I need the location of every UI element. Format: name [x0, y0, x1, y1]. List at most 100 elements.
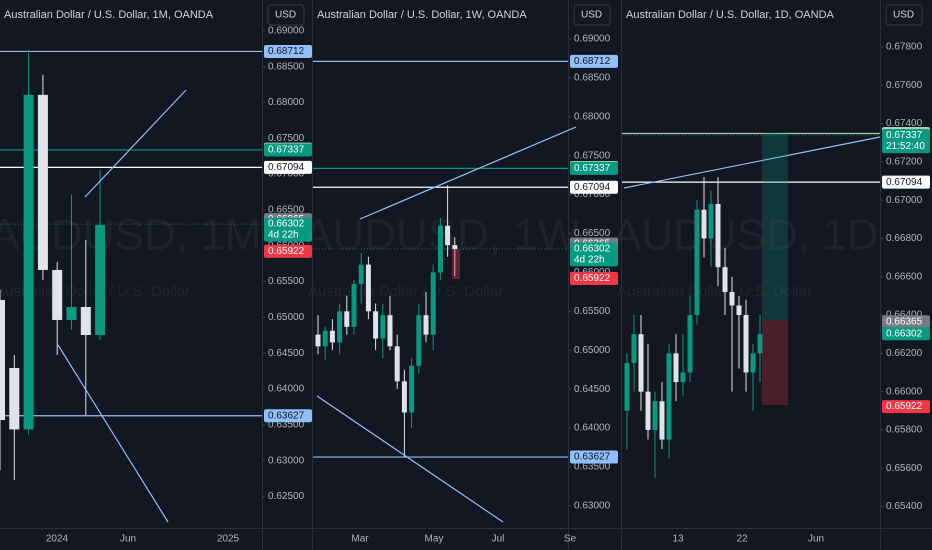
- candle-body: [452, 245, 458, 250]
- candle-body: [645, 391, 651, 430]
- price-tag-label: 0.66302: [886, 328, 923, 339]
- position-tool: [452, 133, 788, 405]
- countdown: 4d 22h: [574, 255, 605, 266]
- candle-body: [373, 311, 379, 339]
- candle-body: [638, 334, 644, 392]
- price-tag-label: 0.68712: [268, 46, 305, 57]
- candle-body: [401, 381, 407, 413]
- loss-zone: [762, 320, 788, 405]
- y-tick-label: 0.67800: [886, 42, 923, 53]
- x-tick-label: Se: [564, 534, 577, 545]
- y-tick-label: 0.69000: [574, 34, 611, 45]
- price-tag-label: 0.68712: [574, 56, 611, 67]
- candle-body: [652, 401, 658, 430]
- candle-body: [329, 330, 335, 343]
- y-tick-label: 0.65000: [574, 345, 611, 356]
- candle-body: [416, 315, 422, 366]
- candle-body: [0, 299, 5, 421]
- countdown: 21:52:40: [886, 141, 925, 152]
- currency-button[interactable]: [885, 4, 923, 26]
- y-tick-label: 0.65800: [886, 425, 923, 436]
- y-tick-label: 0.68500: [268, 61, 305, 72]
- x-tick-label: Jun: [808, 534, 824, 545]
- trend-line: [316, 395, 504, 523]
- x-tick-label: 2025: [217, 534, 240, 545]
- watermark-sub: Australian Dollar / U.S. Dollar: [308, 283, 503, 300]
- candle-body: [437, 225, 443, 273]
- y-tick-label: 0.62500: [268, 491, 305, 502]
- candle-body: [344, 311, 350, 327]
- y-tick-label: 0.67000: [574, 189, 611, 200]
- x-tick-label: Mar: [351, 534, 369, 545]
- candle-body: [701, 209, 707, 239]
- price-tag: [882, 129, 930, 154]
- candle-body: [52, 269, 63, 320]
- candle-body: [409, 365, 415, 413]
- y-tick-label: 0.67000: [268, 169, 305, 180]
- y-tick-label: 0.63000: [574, 500, 611, 511]
- price-tag-label: 0.67094: [268, 162, 305, 173]
- price-tag: [882, 175, 930, 189]
- y-tick-label: 0.63500: [268, 419, 305, 430]
- watermark-sub: Australian Dollar / U.S. Dollar: [617, 283, 812, 300]
- currency: USD: [893, 10, 914, 21]
- x-tick-label: Jul: [492, 534, 505, 545]
- candle-body: [729, 292, 735, 306]
- y-tick-label: 0.67200: [886, 156, 923, 167]
- y-tick-label: 0.64500: [268, 348, 305, 359]
- y-tick-label: 0.67400: [886, 118, 923, 129]
- price-tag: [264, 244, 312, 258]
- candle-body: [337, 311, 343, 343]
- currency-button[interactable]: [573, 4, 611, 26]
- candle-body: [358, 264, 364, 285]
- trend-line: [84, 89, 187, 198]
- y-tick-label: 0.66500: [574, 228, 611, 239]
- candle-body: [445, 225, 451, 246]
- currency-button[interactable]: [267, 4, 305, 26]
- y-tick-label: 0.66400: [886, 310, 923, 321]
- drawings: [57, 89, 881, 523]
- price-tag: [570, 161, 618, 175]
- candle-body: [673, 353, 679, 383]
- candle-body: [624, 362, 630, 411]
- candle-body: [736, 305, 742, 316]
- x-tick-label: May: [425, 534, 444, 545]
- candle-body: [387, 315, 393, 347]
- price-tag-label: 0.67337: [886, 130, 923, 141]
- watermark: AUDUSD, 1D: [612, 211, 879, 260]
- y-tick-label: 0.68500: [574, 73, 611, 84]
- price-tag-label: 0.65922: [574, 273, 611, 284]
- candle-body: [631, 334, 637, 363]
- y-tick-label: 0.65400: [886, 501, 923, 512]
- y-tick-label: 0.66500: [268, 205, 305, 216]
- candle-body: [315, 334, 321, 347]
- y-tick-label: 0.67500: [268, 133, 305, 144]
- candle-body: [722, 267, 728, 293]
- price-tag-label: 0.63627: [268, 410, 305, 421]
- y-tick-label: 0.67600: [886, 80, 923, 91]
- candle-body: [9, 368, 20, 430]
- candle-body: [23, 94, 34, 430]
- price-tag-label: 0.66302: [268, 219, 305, 230]
- chart-title: Australian Dollar / U.S. Dollar, 1D, OAN…: [626, 9, 835, 21]
- candle-body: [680, 372, 686, 383]
- y-tick-label: 0.67000: [886, 195, 923, 206]
- loss-zone: [452, 249, 460, 279]
- price-tag-label: 0.67094: [574, 182, 611, 193]
- price-tag: [264, 160, 312, 174]
- x-tick-label: 13: [672, 534, 684, 545]
- price-tag: [570, 54, 618, 68]
- price-tag: [570, 271, 618, 285]
- price-tag-label: 0.67337: [574, 163, 611, 174]
- candle-body: [694, 209, 700, 316]
- trend-line: [623, 136, 881, 189]
- y-tick-label: 0.64000: [268, 384, 305, 395]
- candle-body: [380, 315, 386, 339]
- x-tick-label: 2024: [46, 534, 69, 545]
- candle-body: [743, 315, 749, 373]
- y-tick-label: 0.65500: [268, 276, 305, 287]
- candle-body: [666, 353, 672, 440]
